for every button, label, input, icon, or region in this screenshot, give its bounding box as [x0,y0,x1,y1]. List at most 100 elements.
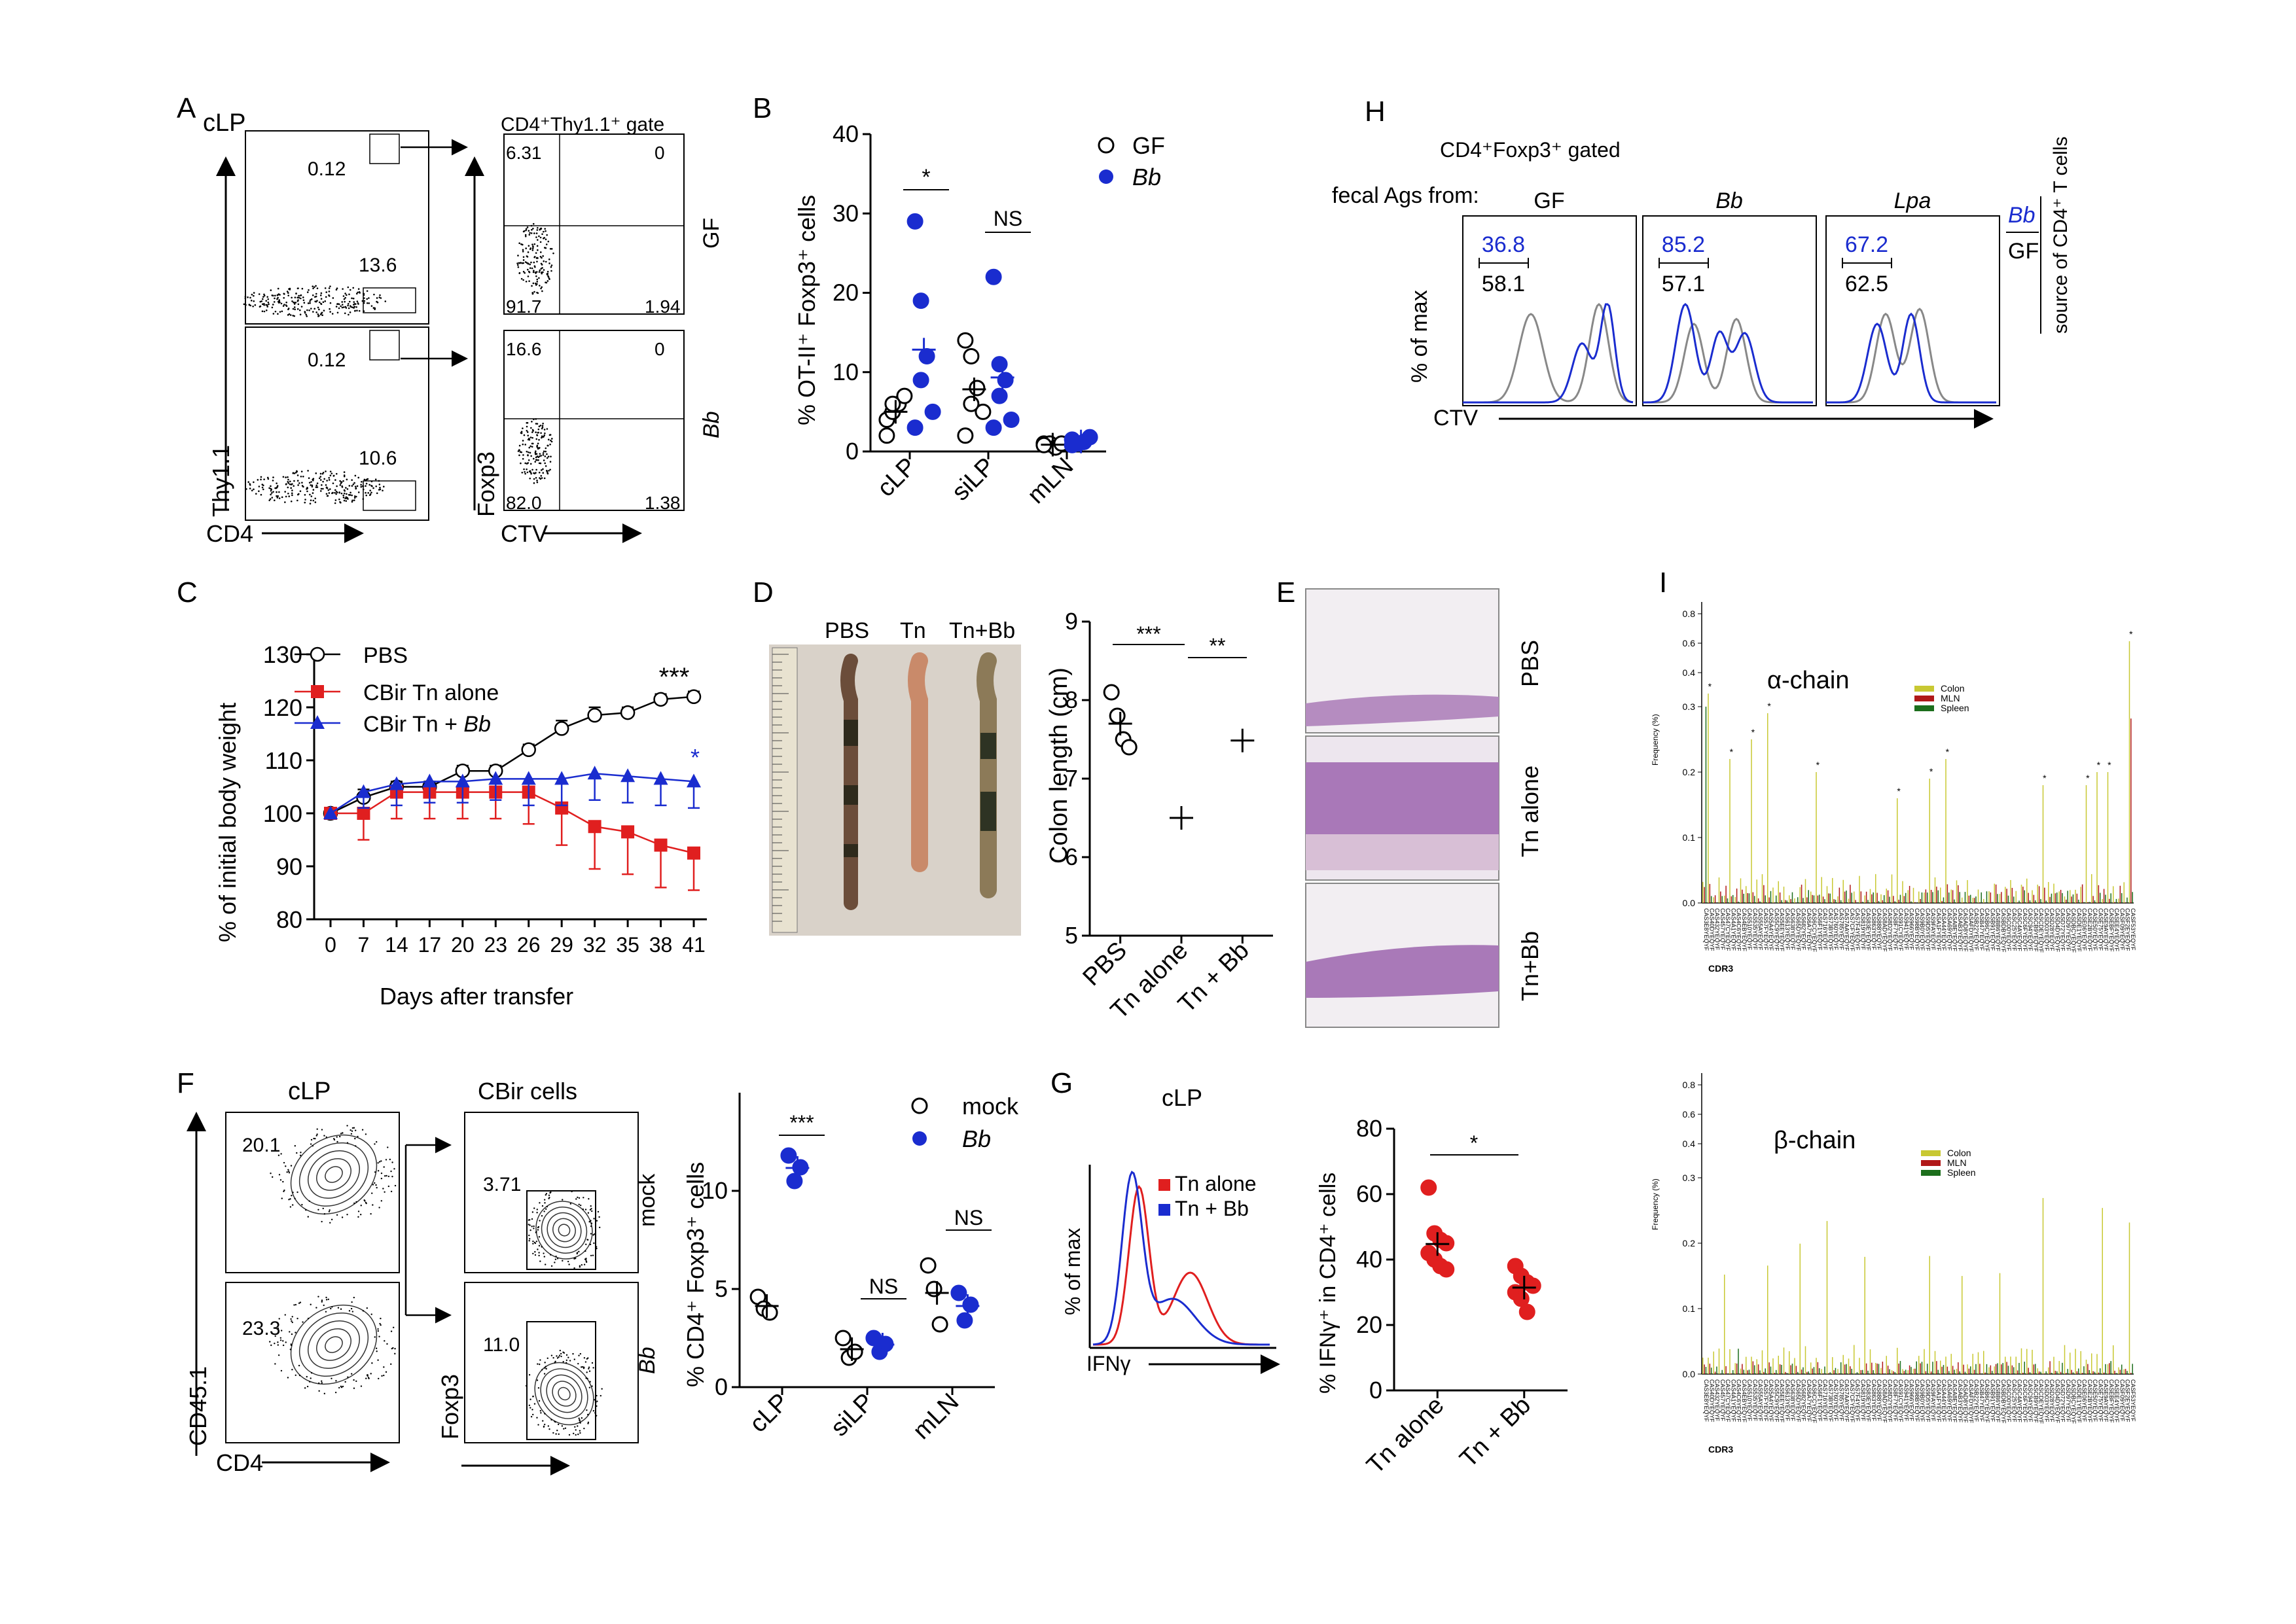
gate1-bb: 23.3 [242,1318,280,1339]
sig-label: *** [659,663,690,692]
bar [1803,1367,1804,1374]
bar [1790,899,1791,903]
star: * [1708,681,1712,692]
series-line [330,772,694,815]
bar [1778,881,1779,903]
bar [1731,896,1732,903]
bar [1759,1370,1761,1374]
cdr3-label: CASD72YEQYF [2060,1379,2066,1422]
chart-i-beta: 0.0 0.1 0.2 0.3 0.4 0.6 0.8 CAS3E8YEQYFCAS40DYE… [1683,1073,2136,1424]
bar [1725,885,1727,903]
star: * [1946,747,1950,757]
bar [2049,896,2051,903]
bar [1889,896,1890,903]
bar [1930,889,1932,903]
cdr3-label: CAS7F4YEQYF [1854,1379,1861,1422]
bar [1714,1371,1716,1374]
panel-f-yaxis: CD45.1 [185,1366,211,1446]
bar [1936,1361,1937,1374]
alpha-title: α-chain [1767,667,1849,694]
bar [1897,798,1898,903]
cdr3-label: CASF09YEQYF [2119,908,2125,951]
bar [1779,892,1781,903]
chart-g: 0 20 40 60 80 Tn alone Tn + Bb * [1356,1115,1568,1479]
bar [2006,1362,2007,1374]
bar [1886,1356,1887,1374]
cdr3-label: CASA1FYEQYF [1935,1379,1942,1422]
data-point [963,348,980,364]
bar [1899,1361,1901,1374]
panel-g-tissue: cLP [1162,1084,1202,1111]
cdr3-label: CAS98BYEQYF [1914,1379,1920,1422]
bar [1753,1365,1755,1374]
bar [1920,1363,1921,1374]
bar [2110,1361,2111,1374]
data-point [761,1304,778,1321]
bar [1871,1362,1873,1374]
bar [2083,902,2085,903]
bar [2072,1372,2074,1374]
bar [1704,887,1705,903]
bar [1839,1373,1840,1374]
bar [2024,1362,2025,1374]
panel-f-xaxis: CD4 [216,1449,263,1476]
cdr3-label: CASB6CYEQYF [1984,1379,1990,1423]
bar [1873,1370,1874,1374]
bar [2032,890,2033,903]
colon-pbs [840,654,858,910]
cdr3-label: CASA1FYEQYF [1935,908,1942,951]
y-tick-label: 0.3 [1683,701,1696,712]
bar [1929,779,1930,903]
bar [1835,900,1837,903]
data-point [653,771,668,785]
data-point [1109,707,1126,724]
cdr3-label: CASEBFYEQYF [2108,908,2115,952]
series-line [331,791,694,854]
cdr3-label: CAS4EBYEQYF [1741,908,1748,952]
cdr3-label: CASC94YEQYF [2027,908,2034,951]
bar [2123,882,2125,903]
bar [1828,893,1829,903]
bar [1999,894,2001,903]
bar [1912,887,1914,903]
bar [2083,1366,2085,1374]
bar [1828,1373,1829,1374]
cdr3-label: CASB91YEQYF [1989,908,1996,951]
bar [1975,1364,1977,1374]
bar [2058,891,2060,903]
bar [1990,892,1992,903]
cdr3-label: CASDBCYEQYF [2070,1379,2077,1424]
bar [1981,892,1982,903]
bar [2094,1371,2096,1374]
cdr3-label: CAS6CCYEQYF [1811,1379,1818,1424]
cdr3-label: CAS40DYEQYF [1708,908,1715,951]
cdr3-label: CAS8F7YEQYF [1892,1379,1899,1422]
bar [2121,1364,2123,1374]
bar [1736,888,1738,903]
sig-label: NS [954,1206,983,1229]
panel-d-ylabel: Colon length (cm) [1045,667,1073,864]
bar [2113,1345,2114,1374]
bar [2072,894,2074,903]
bar [2034,1364,2036,1374]
cdr3-label: CASD4DYEQYF [2054,1379,2060,1424]
bar [2017,1370,2018,1374]
bar [1977,889,1979,903]
bar [1991,902,1993,903]
bar [2006,889,2007,903]
bar [2075,889,2076,903]
data-point [1231,699,1248,716]
bar [2015,1356,2017,1374]
bar [2038,1371,2040,1374]
bar [1808,890,1809,903]
bar [1952,890,1954,903]
star: * [1897,786,1901,796]
y-tick-label: 80 [1356,1115,1382,1142]
bar [1893,896,1894,903]
bar [1763,1371,1765,1374]
bar [1924,892,1925,903]
cdr3-label: CAS5C9YEQYF [1773,1379,1780,1422]
bar [2098,1372,2100,1374]
bar [1731,1373,1732,1374]
